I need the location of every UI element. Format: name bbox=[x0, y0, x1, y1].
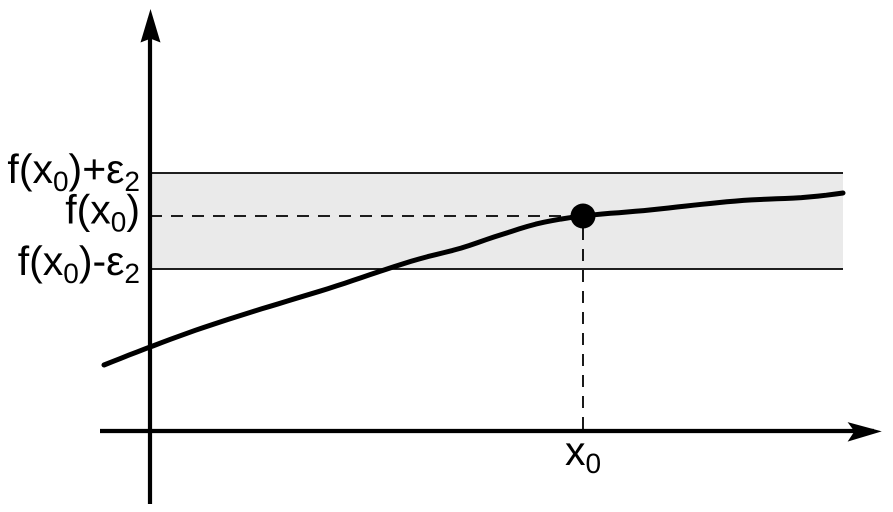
svg-text:f(x0)-ε2: f(x0)-ε2 bbox=[18, 238, 140, 289]
svg-text:f(x0): f(x0) bbox=[65, 187, 140, 238]
svg-text:x0: x0 bbox=[565, 428, 601, 479]
